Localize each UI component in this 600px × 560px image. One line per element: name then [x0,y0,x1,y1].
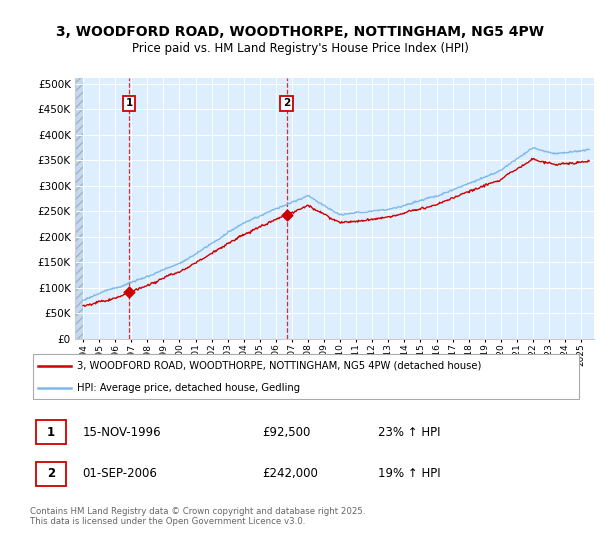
Bar [75,78,83,339]
Text: 2: 2 [283,98,290,108]
Text: Contains HM Land Registry data © Crown copyright and database right 2025.
This d: Contains HM Land Registry data © Crown c… [30,507,365,526]
Text: 1: 1 [47,426,55,438]
FancyBboxPatch shape [35,420,66,445]
Text: HPI: Average price, detached house, Gedling: HPI: Average price, detached house, Gedl… [77,382,300,393]
Text: 3, WOODFORD ROAD, WOODTHORPE, NOTTINGHAM, NG5 4PW: 3, WOODFORD ROAD, WOODTHORPE, NOTTINGHAM… [56,25,544,39]
Text: 19% ↑ HPI: 19% ↑ HPI [378,468,440,480]
FancyBboxPatch shape [33,354,579,399]
Text: 15-NOV-1996: 15-NOV-1996 [82,426,161,438]
Text: 3, WOODFORD ROAD, WOODTHORPE, NOTTINGHAM, NG5 4PW (detached house): 3, WOODFORD ROAD, WOODTHORPE, NOTTINGHAM… [77,361,481,371]
Text: 2: 2 [47,468,55,480]
Text: Price paid vs. HM Land Registry's House Price Index (HPI): Price paid vs. HM Land Registry's House … [131,42,469,55]
Point [124,287,134,296]
Text: 23% ↑ HPI: 23% ↑ HPI [378,426,440,438]
Text: 1: 1 [125,98,133,108]
FancyBboxPatch shape [35,462,66,486]
Text: £92,500: £92,500 [262,426,310,438]
Text: 01-SEP-2006: 01-SEP-2006 [82,468,157,480]
Point [282,211,292,220]
Text: £242,000: £242,000 [262,468,318,480]
